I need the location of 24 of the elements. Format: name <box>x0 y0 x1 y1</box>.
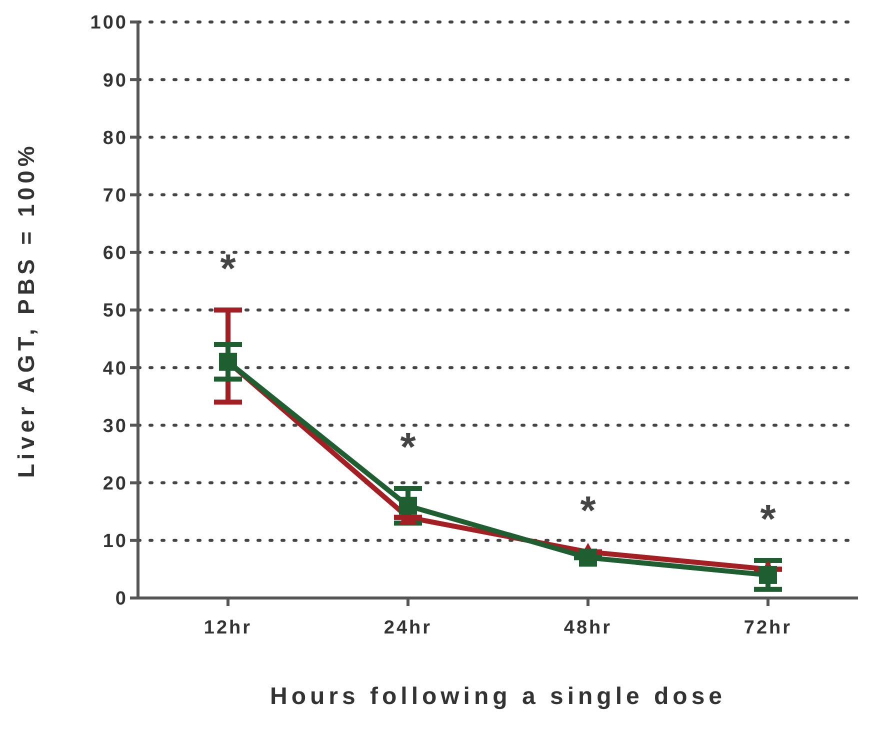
y-tick-label: 50 <box>102 300 128 322</box>
annotation: * <box>220 247 236 291</box>
point <box>759 566 777 584</box>
annotation: * <box>760 498 776 542</box>
annotation: * <box>400 426 416 470</box>
y-tick-label: 100 <box>90 12 128 34</box>
x-tick-label: 48hr <box>564 617 612 638</box>
point <box>579 548 597 567</box>
x-tick-label: 72hr <box>744 617 792 638</box>
annotation: * <box>580 488 596 533</box>
y-tick-label: 0 <box>115 588 128 610</box>
y-tick-label: 90 <box>102 70 128 92</box>
y-tick-label: 80 <box>102 128 128 149</box>
y-axis-title: Liver AGT, PBS = 100% <box>13 142 40 478</box>
point <box>399 496 417 515</box>
y-tick-label: 30 <box>102 416 128 437</box>
x-tick-label: 12hr <box>204 617 252 638</box>
x-axis-title: Hours following a single dose <box>270 683 726 710</box>
y-tick-label: 20 <box>102 474 128 495</box>
x-tick-label: 24hr <box>384 617 432 638</box>
y-tick-label: 40 <box>102 358 128 380</box>
y-tick-label: 70 <box>102 186 128 207</box>
y-tick-label: 60 <box>102 243 128 264</box>
y-tick-label: 10 <box>102 531 128 552</box>
